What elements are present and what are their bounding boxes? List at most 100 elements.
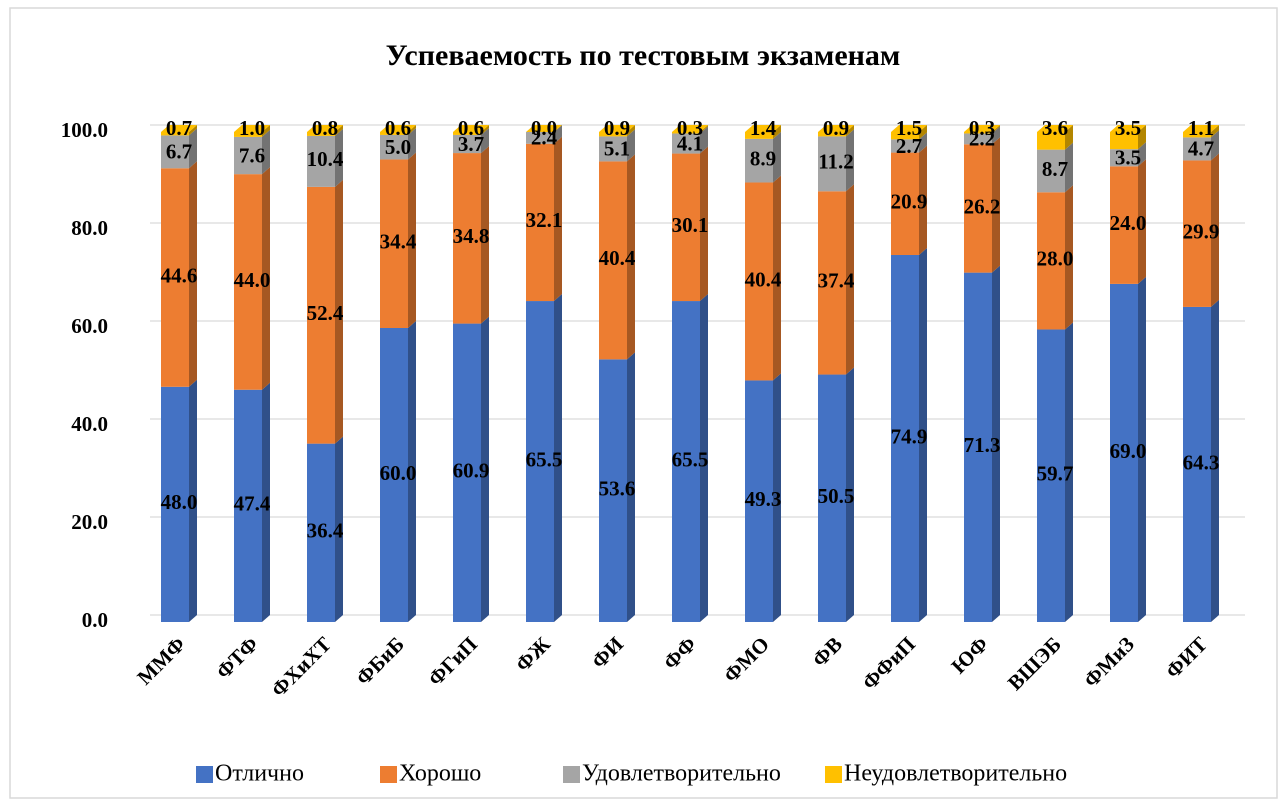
bar-segment: [672, 133, 700, 154]
bar-segment-side: [773, 373, 781, 622]
bar-segment: [1183, 160, 1211, 307]
bar-segment-side: [481, 125, 489, 135]
data-label: 3.7: [458, 132, 484, 156]
bar-segment: [1037, 132, 1065, 150]
data-label: 8.9: [750, 146, 776, 170]
bar-segment-side: [1065, 322, 1073, 622]
data-label: 74.9: [891, 424, 928, 448]
bar-segment: [1037, 329, 1065, 622]
bar-segment-side: [1138, 142, 1146, 167]
data-label: 48.0: [161, 490, 198, 514]
bar-segment: [161, 168, 189, 387]
bar-segment-side: [189, 379, 197, 622]
bar-segment-side: [1138, 276, 1146, 622]
data-label: 3.6: [1042, 116, 1068, 140]
bar-segment-side: [992, 125, 1000, 134]
bar-segment: [380, 134, 408, 160]
bar-segment-side: [919, 145, 927, 255]
bar-segment: [453, 323, 481, 622]
bar-segment: [964, 133, 992, 145]
bar-segment: [380, 159, 408, 328]
bar-segment-side: [481, 127, 489, 154]
data-label: 44.0: [234, 268, 271, 292]
bar-segment: [161, 132, 189, 136]
bar-segment-side: [1138, 159, 1146, 284]
bar-top: [307, 125, 343, 132]
data-label: 1.4: [750, 116, 777, 140]
bar-segment-side: [1065, 185, 1073, 330]
data-label: 2.2: [969, 127, 995, 151]
data-label: 1.5: [896, 116, 922, 140]
bar-segment: [161, 135, 189, 169]
data-label: 52.4: [307, 301, 344, 325]
y-tick-label: 80.0: [71, 216, 108, 240]
bar-segment: [453, 153, 481, 324]
bar-segment: [453, 134, 481, 154]
legend-swatch: [380, 766, 397, 783]
bar-segment: [1037, 149, 1065, 193]
y-tick-label: 100.0: [61, 118, 108, 142]
data-label: 4.1: [677, 131, 703, 155]
data-label: 0.3: [677, 116, 703, 140]
bar-segment-side: [1211, 153, 1219, 307]
bar-segment: [526, 132, 554, 144]
bar-segment: [380, 132, 408, 135]
bar-top: [453, 125, 489, 132]
bar-segment: [891, 139, 919, 153]
data-label: 0.6: [385, 116, 411, 140]
bar-segment-side: [992, 137, 1000, 273]
bar-top: [1037, 125, 1073, 132]
bar-segment: [1110, 283, 1138, 622]
bar-segment-side: [189, 161, 197, 387]
bar-segment-side: [1138, 125, 1146, 150]
y-tick-label: 60.0: [71, 314, 108, 338]
data-label: 28.0: [1037, 247, 1074, 271]
bar-segment: [380, 328, 408, 622]
data-label: 71.3: [964, 433, 1001, 457]
bar-segment: [307, 186, 335, 444]
bar-segment: [307, 132, 335, 136]
chart-title: Успеваемость по тестовым экзаменам: [386, 39, 901, 72]
bar-segment-side: [262, 129, 270, 175]
data-label: 44.6: [161, 263, 198, 287]
bar-segment: [1183, 306, 1211, 622]
bar-segment: [234, 389, 262, 622]
bar-segment: [1110, 132, 1138, 150]
bar-segment-side: [262, 125, 270, 137]
bar-top: [818, 125, 854, 132]
data-label: 0.9: [823, 116, 849, 140]
bar-segment-side: [481, 146, 489, 324]
bar-segment-side: [700, 126, 708, 154]
bar-segment: [234, 132, 262, 137]
data-label: 0.8: [312, 116, 338, 140]
bar-segment: [599, 161, 627, 360]
bar-segment: [1110, 149, 1138, 167]
bar-segment-side: [846, 367, 854, 622]
data-label: 2.4: [531, 126, 558, 150]
data-label: 5.0: [385, 135, 411, 159]
data-label: 60.0: [380, 461, 417, 485]
data-label: 0.3: [969, 116, 995, 140]
bar-segment: [672, 132, 700, 134]
bar-segment: [526, 301, 554, 622]
bar-segment: [1183, 132, 1211, 138]
data-label: 69.0: [1110, 439, 1147, 463]
data-label: 65.5: [526, 447, 563, 471]
bar-segment-side: [408, 127, 416, 160]
data-label: 2.7: [896, 134, 922, 158]
bar-segment-side: [627, 129, 635, 162]
bar-top: [380, 125, 416, 132]
data-label: 0.9: [604, 116, 630, 140]
legend-swatch: [825, 766, 842, 783]
bar-segment: [745, 138, 773, 183]
bar-segment: [745, 182, 773, 381]
data-label: 24.0: [1110, 211, 1147, 235]
bar-segment: [818, 191, 846, 375]
data-label: 40.4: [745, 267, 782, 291]
data-label: 34.8: [453, 224, 490, 248]
bar-segment: [1110, 166, 1138, 284]
bar-segment-side: [773, 125, 781, 139]
bar-top: [526, 125, 562, 132]
bar-segment-side: [992, 126, 1000, 145]
